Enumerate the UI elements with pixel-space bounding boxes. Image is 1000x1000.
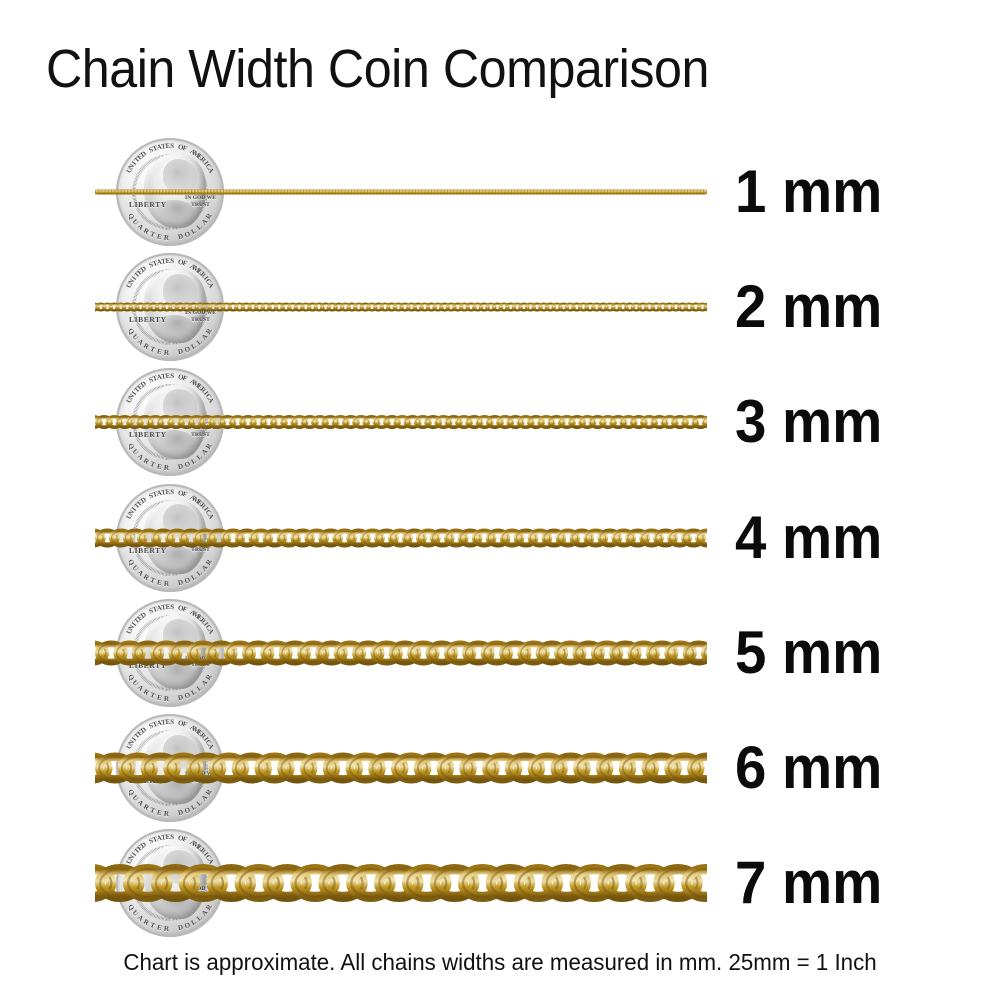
coin-legend-liberty: LIBERTY: [129, 545, 167, 555]
coin-legend-motto: IN GOD WE TRUST: [185, 195, 216, 208]
coin-legend-liberty: LIBERTY: [129, 200, 167, 209]
chain-size-label: 5 mm: [735, 618, 883, 686]
coin-legend-liberty: LIBERTY: [129, 315, 167, 325]
gold-chain: [95, 752, 707, 784]
gold-chain: [95, 415, 707, 430]
chain-size-label: 1 mm: [735, 158, 883, 225]
gold-chain: [95, 189, 707, 195]
coin-legend-liberty: LIBERTY: [129, 430, 167, 440]
coin-legend-motto: IN GOD WE TRUST: [185, 310, 216, 323]
chain-size-label: 6 mm: [735, 734, 883, 801]
chain-size-label: 7 mm: [735, 849, 883, 917]
footer-note: Chart is approximate. All chains widths …: [123, 949, 877, 975]
chain-size-label: 2 mm: [735, 273, 883, 341]
coin-portrait: [144, 384, 206, 459]
page-title: Chain Width Coin Comparison: [46, 39, 709, 99]
coin-legend-liberty: LIBERTY: [129, 660, 167, 670]
gold-chain: [95, 528, 707, 548]
gold-chain: [95, 640, 707, 666]
gold-chain: [95, 302, 707, 312]
gold-chain: [95, 864, 707, 903]
chain-size-label: 3 mm: [735, 388, 883, 456]
chain-size-label: 4 mm: [735, 503, 883, 571]
